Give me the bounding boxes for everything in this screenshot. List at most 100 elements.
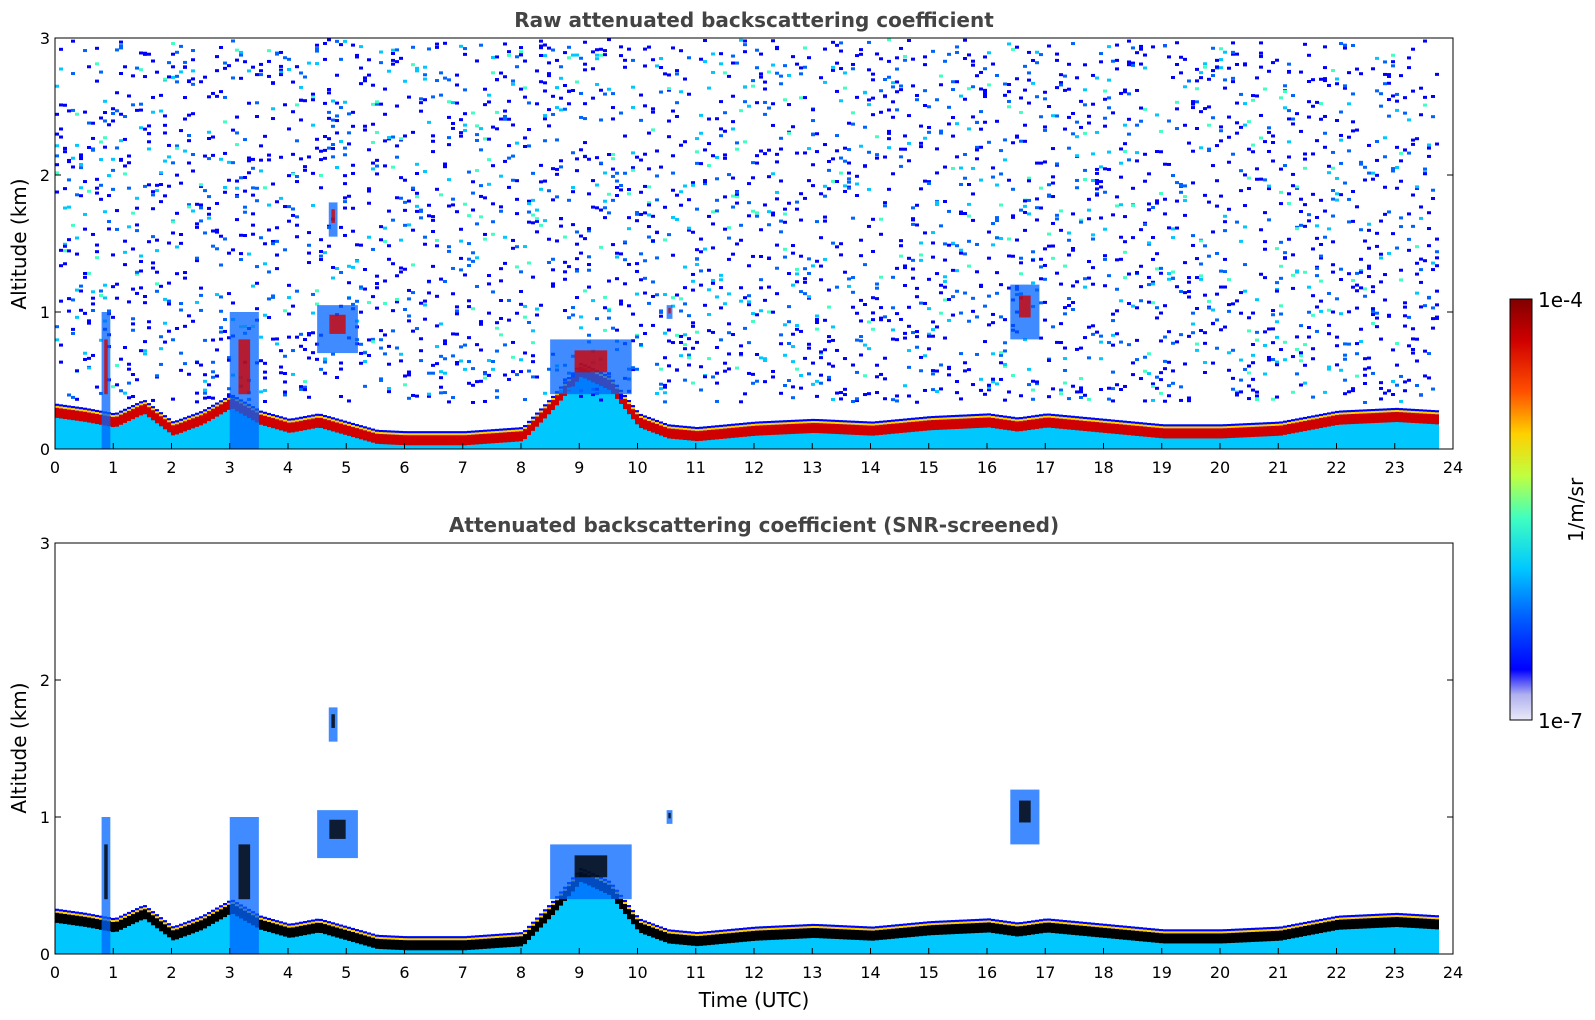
noise-cell [419, 109, 423, 113]
noise-cell [575, 157, 579, 161]
noise-cell [1063, 357, 1067, 361]
noise-cell [1075, 135, 1079, 139]
noise-cell [459, 134, 463, 138]
noise-cell [963, 38, 967, 42]
noise-cell [1259, 228, 1263, 232]
noise-cell [287, 127, 291, 131]
boundary-layer-cell [883, 424, 887, 435]
noise-cell [1319, 254, 1323, 258]
surface-layer-cell [151, 406, 155, 449]
noise-cell [311, 203, 315, 207]
noise-cell [1095, 179, 1099, 183]
boundary-layer-edge [179, 420, 183, 423]
surface-layer-cell [843, 420, 847, 449]
noise-cell [671, 171, 675, 175]
surface-layer-cell [87, 408, 91, 449]
noise-cell [1331, 270, 1335, 274]
boundary-layer-cell [1099, 422, 1103, 433]
noise-cell [1379, 219, 1383, 223]
noise-cell [1251, 361, 1255, 365]
noise-cell [703, 180, 707, 184]
noise-cell [415, 69, 419, 73]
noise-cell [571, 53, 575, 57]
noise-cell [855, 95, 859, 99]
cloud-core [329, 314, 346, 334]
boundary-layer-cell [1195, 428, 1199, 439]
surface-layer-cell [1375, 408, 1379, 449]
noise-cell [491, 55, 495, 59]
noise-cell [551, 167, 555, 171]
noise-cell [371, 295, 375, 299]
noise-cell [711, 278, 715, 282]
noise-cell [919, 369, 923, 373]
noise-cell [223, 66, 227, 70]
noise-cell [531, 360, 535, 364]
noise-cell [839, 253, 843, 257]
noise-cell [1395, 186, 1399, 190]
noise-cell [1099, 340, 1103, 344]
noise-cell [979, 388, 983, 392]
noise-cell [387, 390, 391, 394]
boundary-layer-edge [967, 416, 971, 419]
noise-cell [319, 238, 323, 242]
noise-cell [91, 121, 95, 125]
noise-cell [463, 88, 467, 92]
boundary-layer-edge [651, 420, 655, 423]
boundary-layer-cell [443, 435, 447, 446]
noise-cell [883, 204, 887, 208]
surface-layer-cell [651, 418, 655, 449]
noise-cell [819, 264, 823, 268]
noise-cell [1415, 272, 1419, 276]
noise-cell [363, 76, 367, 80]
noise-cell [287, 68, 291, 72]
boundary-layer-edge [75, 913, 79, 916]
noise-cell [639, 252, 643, 256]
noise-cell [391, 309, 395, 313]
noise-cell [1215, 251, 1219, 255]
noise-cell [963, 176, 967, 180]
noise-cell [87, 321, 91, 325]
noise-cell [1323, 390, 1327, 394]
surface-layer-cell [939, 415, 943, 449]
noise-cell [267, 59, 271, 63]
boundary-layer-cell [687, 430, 691, 441]
noise-cell [563, 51, 567, 55]
boundary-layer-edge [1315, 416, 1319, 419]
noise-cell [1387, 74, 1391, 78]
noise-cell [595, 48, 599, 52]
noise-cell [1231, 76, 1235, 80]
noise-cell [183, 149, 187, 153]
boundary-layer-edge [55, 910, 59, 913]
noise-cell [1123, 384, 1127, 388]
noise-cell [235, 115, 239, 119]
noise-cell [223, 185, 227, 189]
boundary-layer-cell [1295, 422, 1299, 433]
noise-cell [635, 333, 639, 337]
noise-cell [1255, 390, 1259, 394]
noise-cell [875, 391, 879, 395]
noise-cell [543, 54, 547, 58]
boundary-layer-edge [1051, 415, 1055, 418]
noise-cell [219, 309, 223, 313]
noise-cell [1271, 309, 1275, 313]
noise-cell [659, 367, 663, 371]
noise-cell [191, 112, 195, 116]
noise-cell [1407, 212, 1411, 216]
noise-cell [567, 89, 571, 93]
noise-cell [943, 258, 947, 262]
noise-cell [871, 318, 875, 322]
noise-cell [295, 215, 299, 219]
noise-cell [1375, 173, 1379, 177]
noise-cell [1227, 207, 1231, 211]
noise-cell [1083, 393, 1087, 397]
boundary-layer-cell [1255, 426, 1259, 437]
y-tick-label: 3 [40, 29, 50, 48]
noise-cell [1295, 335, 1299, 339]
noise-cell [947, 52, 951, 56]
noise-cell [743, 392, 747, 396]
noise-cell [263, 388, 267, 392]
noise-cell [1407, 118, 1411, 122]
boundary-layer-cell [1063, 419, 1067, 430]
noise-cell [1307, 213, 1311, 217]
noise-cell [1427, 352, 1431, 356]
